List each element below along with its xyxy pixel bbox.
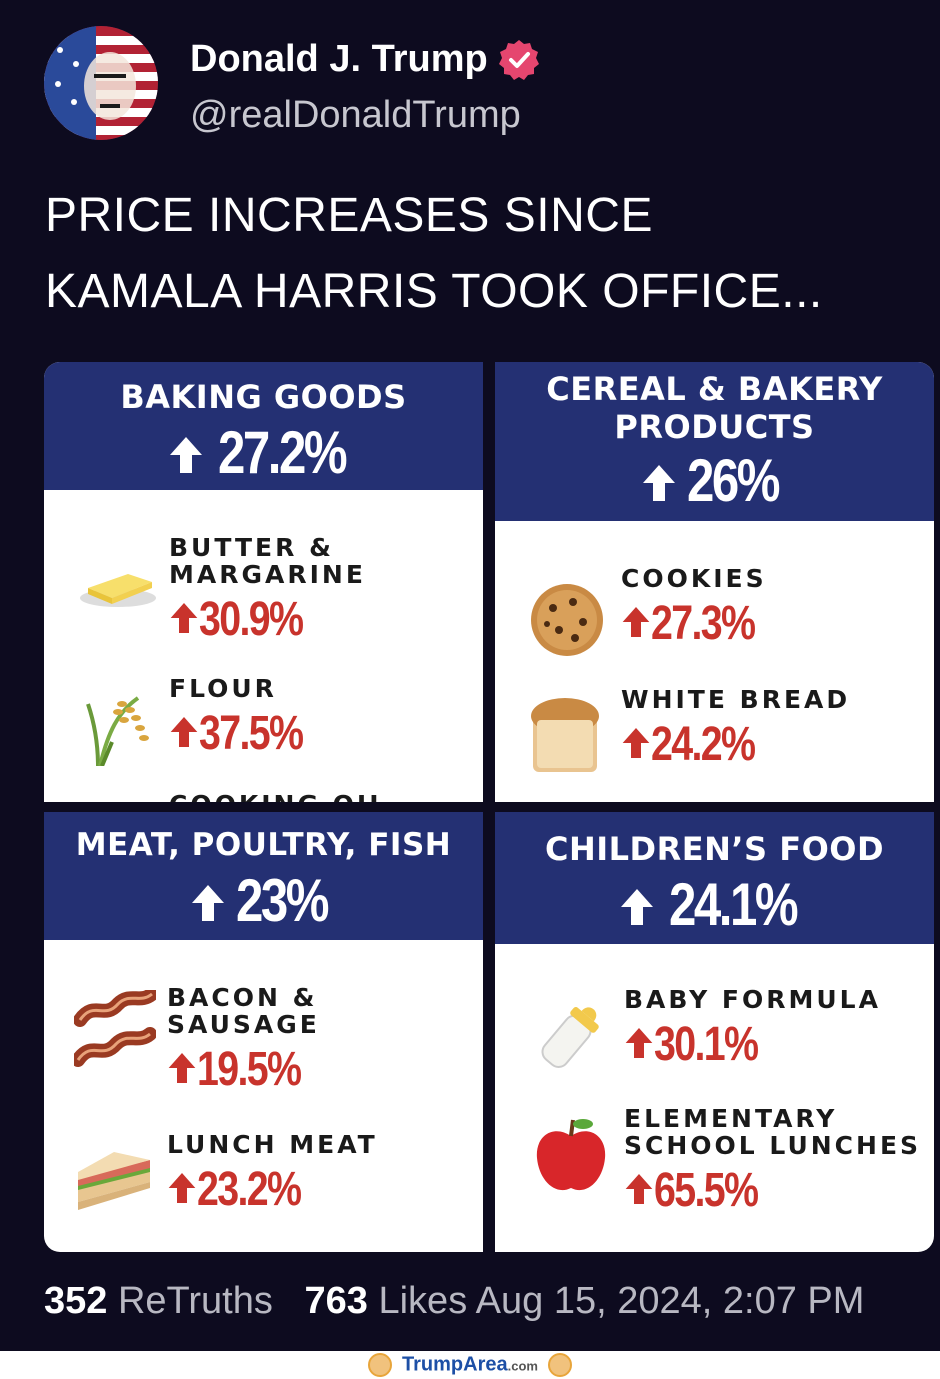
cookie-icon (529, 582, 605, 668)
author-name[interactable]: Donald J. Trump (190, 38, 488, 80)
watermark-brand: TrumpArea (402, 1353, 508, 1376)
category-card-cereal-bakery: CEREAL & BAKERY PRODUCTS 26% COOKIES 27.… (495, 362, 934, 802)
up-arrow-icon (642, 465, 675, 501)
item-baby-formula: BABY FORMULA 30.1% (624, 986, 881, 1072)
retruths-label[interactable]: ReTruths (117, 1280, 273, 1322)
item-percent: 27.3% (651, 597, 756, 650)
item-percent: 24.2% (651, 718, 756, 771)
category-header: BAKING GOODS 27.2% (44, 362, 483, 490)
bacon-icon (71, 987, 159, 1086)
item-percent: 30.9% (199, 593, 304, 646)
rice-plant-icon (78, 682, 158, 776)
item-label: WHITE BREAD (621, 685, 851, 714)
post-stats: 352 ReTruths 763 Likes Aug 15, 2024, 2:0… (44, 1280, 864, 1323)
item-label: SCHOOL LUNCHES (624, 1131, 922, 1160)
cartoon-face-icon (368, 1353, 393, 1377)
watermark-footer: TrumpArea.com (0, 1351, 940, 1379)
item-label: MARGARINE (169, 560, 366, 589)
up-arrow-icon (622, 607, 650, 637)
up-arrow-icon (168, 1173, 196, 1203)
up-arrow-icon (168, 1053, 196, 1083)
author-handle[interactable]: @realDonaldTrump (190, 94, 521, 136)
item-label: BABY FORMULA (624, 985, 881, 1014)
avatar[interactable] (44, 26, 158, 140)
cartoon-face-icon (547, 1353, 572, 1377)
item-lunch-meat: LUNCH MEAT 23.2% (167, 1131, 378, 1217)
post-timestamp: Aug 15, 2024, 2:07 PM (475, 1280, 865, 1322)
category-title: PRODUCTS (614, 408, 815, 446)
category-title: BAKING GOODS (120, 378, 407, 416)
item-label: FLOUR (169, 674, 277, 703)
post-line: PRICE INCREASES SINCE (45, 189, 653, 242)
category-percent: 27.2% (217, 419, 348, 486)
category-card-childrens-food: CHILDREN’S FOOD 24.1% BABY FORMULA 30.1%… (495, 812, 934, 1252)
likes-count[interactable]: 763 (304, 1280, 368, 1322)
post-line: KAMALA HARRIS TOOK OFFICE... (45, 265, 823, 318)
sandwich-icon (74, 1148, 154, 1226)
watermark-suffix: .com (507, 1358, 538, 1374)
item-elementary-school-lunches: ELEMENTARY SCHOOL LUNCHES 65.5% (624, 1105, 921, 1218)
category-card-meat-poultry-fish: MEAT, POULTRY, FISH 23% BACON & SAUSAGE … (44, 812, 483, 1252)
item-label-cut-off: COOKING OIL (169, 790, 388, 802)
category-title: MEAT, POULTRY, FISH (75, 827, 452, 863)
item-cookies: COOKIES 27.3% (621, 565, 777, 651)
item-percent: 65.5% (654, 1164, 759, 1217)
likes-label[interactable]: Likes (378, 1280, 468, 1322)
item-butter-margarine: BUTTER & MARGARINE 30.9% (169, 534, 366, 647)
verified-badge-icon (499, 40, 539, 80)
up-arrow-icon (191, 885, 224, 921)
avatar-flag-portrait-icon (44, 26, 158, 140)
category-percent: 23% (235, 867, 330, 934)
up-arrow-icon (625, 1028, 653, 1058)
item-label: LUNCH MEAT (167, 1130, 378, 1159)
category-title: CEREAL & BAKERY (546, 370, 883, 408)
up-arrow-icon (620, 889, 653, 925)
item-percent: 37.5% (199, 707, 304, 760)
category-header: MEAT, POULTRY, FISH 23% (44, 812, 483, 940)
category-card-baking-goods: BAKING GOODS 27.2% BUTTER & MARGARINE 30… (44, 362, 483, 802)
category-title: CHILDREN’S FOOD (544, 830, 885, 868)
item-white-bread: WHITE BREAD 24.2% (621, 686, 850, 772)
category-header: CEREAL & BAKERY PRODUCTS 26% (495, 362, 934, 521)
retruths-count[interactable]: 352 (44, 1280, 108, 1322)
watermark-logo: TrumpArea.com (0, 1353, 940, 1377)
post-text: PRICE INCREASES SINCE KAMALA HARRIS TOOK… (45, 178, 823, 330)
bread-icon (529, 694, 601, 784)
item-label: SAUSAGE (167, 1010, 320, 1039)
item-percent: 30.1% (654, 1018, 759, 1071)
baby-bottle-icon (531, 996, 611, 1086)
item-label: BUTTER & (169, 533, 334, 562)
item-label: COOKIES (621, 564, 767, 593)
item-percent: 23.2% (197, 1163, 302, 1216)
up-arrow-icon (170, 603, 198, 633)
category-header: CHILDREN’S FOOD 24.1% (495, 812, 934, 944)
item-bacon-sausage: BACON & SAUSAGE 19.5% (167, 984, 323, 1097)
up-arrow-icon (169, 437, 202, 473)
apple-icon (533, 1116, 609, 1206)
up-arrow-icon (622, 728, 650, 758)
category-percent: 24.1% (668, 871, 799, 938)
up-arrow-icon (625, 1174, 653, 1204)
up-arrow-icon (170, 717, 198, 747)
butter-icon (78, 558, 158, 620)
item-label: ELEMENTARY (624, 1104, 838, 1133)
item-percent: 19.5% (197, 1043, 302, 1096)
category-percent: 26% (686, 447, 781, 514)
item-label: BACON & (167, 983, 318, 1012)
item-flour: FLOUR 37.5% (169, 675, 325, 761)
